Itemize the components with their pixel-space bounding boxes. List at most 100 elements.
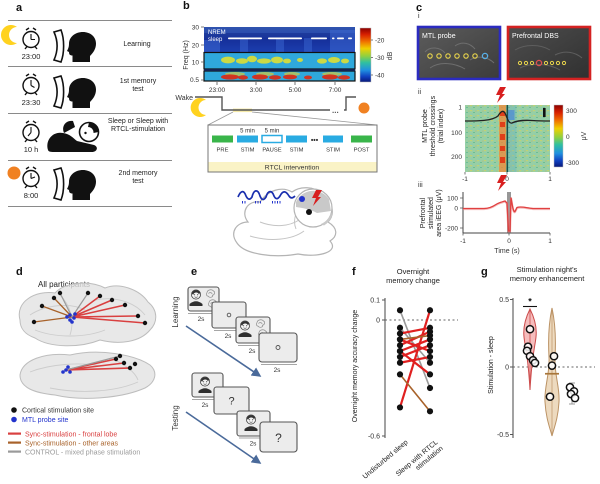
y-tick: 0.1 (370, 298, 380, 305)
panel-g-title: Stimulation night's memory enhancement (509, 265, 585, 283)
data-point (396, 342, 404, 349)
spindle-band-activity (221, 55, 349, 64)
stimulation-bolt-icon (497, 175, 507, 191)
y-tick: -200 (445, 226, 458, 233)
mri-prefrontal-dbs: Prefrontal DBS (506, 25, 592, 81)
screen-and-head-icon (52, 29, 96, 63)
ieeg-axes: 100 0 -200 -1 0 1 Time (s) (445, 196, 552, 256)
card-duration: 2s (249, 348, 257, 355)
y-tick: 0 (505, 365, 509, 372)
mri-label: MTL probe (422, 33, 456, 40)
y-tick: 100 (451, 130, 462, 137)
zoom-lines (207, 111, 378, 126)
divider (8, 206, 172, 207)
testing-sequence-label: Testing (171, 405, 180, 430)
data-point (426, 384, 434, 392)
data-point (396, 330, 404, 337)
wake-label: Wake (175, 95, 193, 102)
brain-region (296, 190, 331, 213)
spectrogram-colorbar: -20 -30 -40 dB (359, 27, 394, 83)
clock-icon (22, 27, 40, 50)
segment-label: PAUSE (262, 148, 281, 154)
mtl-contact-highlight (481, 52, 489, 60)
phase-label: Sleep or Sleep with RTCL-stimulation (107, 118, 169, 134)
question-mark: ? (228, 396, 234, 408)
mtl-probe-dot (299, 196, 305, 202)
data-point (426, 347, 434, 355)
segment-label: STIM (290, 148, 304, 154)
spectrogram-axes: 30 20 10 0.5 23:00 3:00 5:00 7:00 Freq (… (183, 25, 342, 95)
y-tick: 200 (451, 154, 462, 161)
colorbar-tick: -40 (375, 73, 385, 80)
time-label: 23:30 (21, 98, 41, 107)
raster-ylabel-line: threshold crossings (429, 95, 437, 157)
fixation-dot (226, 312, 232, 318)
rtcl-intervention: 5 min 5 min ••• PRE STIM PAUSE STIM STIM… (207, 124, 378, 173)
panel-f-yticks: 0.1 0 -0.6 (368, 298, 380, 441)
clock-icon (22, 120, 40, 143)
y-tick: 1 (458, 105, 462, 112)
colorbar-tick: -30 (375, 55, 385, 62)
panel-letter-e: e (191, 266, 198, 278)
panel-letter-c: c (416, 2, 423, 14)
learning-sequence: 2s 2s 2s 2s (185, 286, 298, 377)
paired-slope-line (399, 350, 431, 376)
mri-mtl-probe: MTL probe (416, 25, 502, 81)
time-label: 8:00 (23, 191, 39, 200)
segment-label: PRE (217, 148, 229, 154)
data-point (396, 347, 404, 355)
panel-letter-f: f (352, 266, 356, 278)
data-point (426, 371, 434, 378)
data-point (396, 324, 404, 331)
band-label: RTCL intervention (265, 165, 320, 172)
colorbar-label: μV (581, 131, 588, 140)
panel-letter-d: d (16, 266, 23, 278)
stimulation-sites-side (61, 353, 138, 374)
stimulation-connections-side (65, 355, 131, 371)
panel-c-sub-ii: ii (418, 89, 422, 96)
data-point (426, 353, 434, 361)
cortical-site-swatch (11, 407, 17, 413)
ieeg-ylabel-line: area iEEG (μV) (436, 189, 444, 237)
paired-slope-line (399, 326, 431, 335)
y-tick: 0.5 (190, 77, 199, 84)
moon-icon (1, 25, 17, 45)
data-point (570, 393, 580, 403)
segment-pre (212, 135, 233, 143)
time-label: 10 h (23, 145, 39, 154)
data-point (525, 324, 535, 334)
y-tick: 100 (447, 196, 458, 203)
phase-label: 1st memory test (119, 78, 157, 94)
clock-icon (22, 166, 40, 189)
legend-label: MTL probe site (22, 417, 69, 424)
stimulation-bolt-icon (496, 87, 506, 103)
stimulation-connections-top (33, 292, 146, 324)
sun-icon (358, 102, 370, 114)
legend-label: Sync-stimulation - frontal lobe (25, 432, 117, 439)
divider (8, 66, 172, 67)
paired-slope-line (399, 330, 431, 347)
panel-d-graphics: Cortical stimulation site MTL probe site… (8, 282, 157, 457)
learning-sequence-label: Learning (171, 296, 180, 327)
card-duration: 2s (202, 402, 210, 409)
panel-f-title: Overnight memory change (386, 267, 440, 285)
panel-f-plot: 0.1 0 -0.6 (368, 298, 458, 441)
sun-icon (7, 166, 21, 180)
ieeg-ylabel-line: stimulated (427, 197, 435, 230)
panel-letter-g: g (481, 266, 488, 278)
control-swatch (8, 450, 21, 453)
colorbar-tick: -20 (375, 38, 385, 45)
y-tick: -0.6 (368, 434, 380, 441)
violin-sync-other (544, 307, 560, 437)
x-tick: 23:00 (209, 87, 226, 94)
hypnogram: Wake ... (175, 95, 378, 126)
paired-slope-line (399, 355, 431, 364)
panel-d-legend: Cortical stimulation site MTL probe site… (8, 407, 140, 457)
data-point (426, 307, 434, 314)
card-duration: 2s (274, 367, 282, 374)
y-tick: 20 (192, 43, 200, 50)
colorbar-tick: -300 (566, 160, 579, 167)
data-point (396, 336, 404, 343)
data-point (549, 351, 559, 361)
